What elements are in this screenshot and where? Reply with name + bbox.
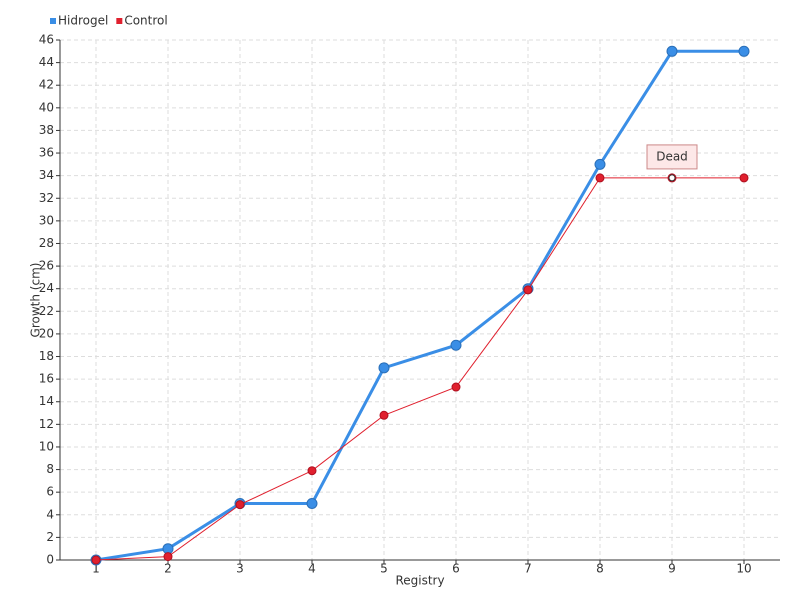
- data-point: [523, 285, 533, 295]
- y-tick-label: 42: [39, 78, 54, 92]
- data-point: [378, 362, 390, 374]
- y-tick-label: 4: [46, 507, 54, 521]
- y-tick-label: 40: [39, 100, 54, 114]
- data-point: [163, 552, 173, 562]
- legend-label: Hidrogel: [58, 14, 108, 28]
- data-point: [738, 45, 750, 57]
- y-tick-label: 18: [39, 349, 54, 363]
- x-tick-label: 6: [452, 562, 460, 576]
- data-point: [451, 382, 461, 392]
- y-tick-label: 14: [39, 394, 54, 408]
- y-tick-label: 44: [39, 55, 54, 69]
- y-tick-label: 12: [39, 417, 54, 431]
- annotation-point: [668, 174, 676, 182]
- y-tick-label: 46: [39, 33, 54, 47]
- y-tick-label: 8: [46, 462, 54, 476]
- y-tick-label: 34: [39, 168, 54, 182]
- y-tick-label: 24: [39, 281, 54, 295]
- y-tick-label: 32: [39, 191, 54, 205]
- series-line: [95, 177, 744, 561]
- y-tick-label: 0: [46, 553, 54, 567]
- legend-swatch: [50, 18, 56, 24]
- y-tick-label: 6: [46, 485, 54, 499]
- x-tick-label: 7: [524, 562, 532, 576]
- data-point: [450, 339, 462, 351]
- data-point: [739, 173, 749, 183]
- data-point: [594, 158, 606, 170]
- data-point: [235, 500, 245, 510]
- data-point: [307, 466, 317, 476]
- data-point: [306, 497, 318, 509]
- y-tick-label: 38: [39, 123, 54, 137]
- y-tick-label: 26: [39, 259, 54, 273]
- x-tick-label: 2: [164, 562, 172, 576]
- x-tick-label: 10: [736, 562, 751, 576]
- x-tick-label: 9: [668, 562, 676, 576]
- data-point: [666, 45, 678, 57]
- series-line: [95, 49, 744, 562]
- x-axis-label: Registry: [395, 574, 444, 588]
- y-tick-label: 36: [39, 146, 54, 160]
- y-axis-label: Growth (cm): [29, 263, 43, 338]
- data-point: [595, 173, 605, 183]
- x-tick-label: 8: [596, 562, 604, 576]
- y-tick-label: 22: [39, 304, 54, 318]
- x-tick-label: 3: [236, 562, 244, 576]
- x-tick-label: 4: [308, 562, 316, 576]
- annotation-box: [646, 144, 698, 170]
- y-tick-label: 10: [39, 439, 54, 453]
- data-point: [91, 555, 101, 565]
- x-tick-label: 1: [92, 562, 100, 576]
- annotation-label: Dead: [656, 149, 688, 163]
- legend-swatch: [116, 18, 123, 24]
- data-point: [379, 410, 389, 420]
- y-tick-label: 16: [39, 372, 54, 386]
- x-tick-label: 5: [380, 562, 388, 576]
- legend-label: Control: [124, 14, 167, 28]
- y-tick-label: 20: [39, 326, 54, 340]
- y-tick-label: 2: [46, 530, 54, 544]
- y-tick-label: 30: [39, 213, 54, 227]
- y-tick-label: 28: [39, 236, 54, 250]
